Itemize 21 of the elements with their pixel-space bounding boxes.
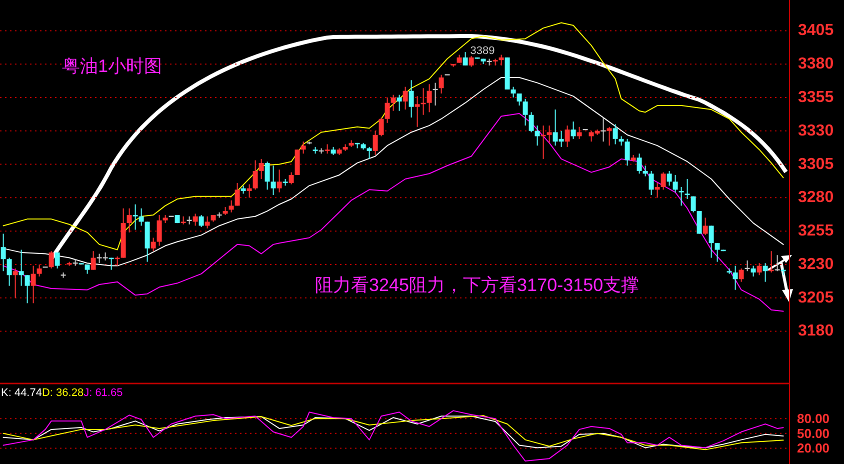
y-tick-label: 3180 [798, 322, 834, 340]
y-tick-label: 80.00 [797, 411, 830, 426]
text: D: 36.28 [42, 387, 84, 399]
series-label: J: 61.65 [84, 387, 123, 399]
y-tick-label: 3205 [798, 289, 834, 306]
y-tick-label: 3280 [798, 189, 834, 206]
y-tick-label: 3380 [798, 56, 834, 73]
y-tick-label: 3230 [798, 256, 834, 273]
text: K: 44.74 [1, 387, 42, 399]
y-tick-label: 3330 [798, 122, 834, 140]
y-tick-label: 3255 [798, 222, 834, 240]
line-series [2, 410, 784, 462]
y-tick-label: 3305 [798, 156, 834, 173]
y-tick-label: 50.00 [797, 426, 830, 441]
annotation: 3389 [470, 45, 495, 58]
y-tick-label: 3355 [798, 89, 834, 106]
text: 粤油1小时图 [62, 56, 162, 76]
annotation: 阻力看3245阻力，下方看3170-3150支撑 [315, 275, 640, 295]
line-series [2, 113, 784, 312]
y-tick-label: 20.00 [797, 440, 830, 456]
y-tick-label: 3405 [798, 22, 834, 40]
